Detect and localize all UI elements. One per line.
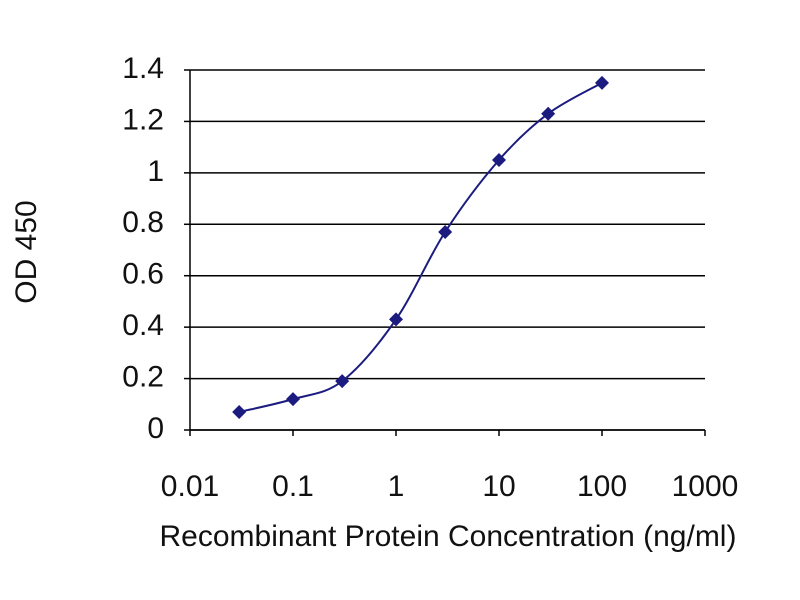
y-tick-label: 0 <box>147 412 164 445</box>
y-tick-label: 0.6 <box>122 258 164 291</box>
data-point <box>335 374 350 389</box>
x-tick-label: 1 <box>388 470 405 503</box>
x-axis-label: Recombinant Protein Concentration (ng/ml… <box>160 520 737 553</box>
data-point <box>595 75 609 90</box>
x-tick-label: 1000 <box>672 470 739 503</box>
y-axis-label: OD 450 <box>10 200 43 303</box>
data-point <box>438 225 453 239</box>
y-tick-label: 1.2 <box>122 103 164 136</box>
data-point <box>232 405 247 419</box>
series-line <box>238 81 603 413</box>
x-tick-label: 100 <box>577 470 627 503</box>
data-point <box>286 392 300 407</box>
x-tick-label: 10 <box>482 470 515 503</box>
y-tick-label: 1 <box>147 155 164 188</box>
x-tick-label: 0.1 <box>272 470 314 503</box>
y-tick-label: 0.2 <box>122 360 164 393</box>
data-point <box>541 106 556 121</box>
data-point <box>492 153 506 167</box>
y-tick-label: 0.8 <box>122 206 164 239</box>
y-tick-label: 1.4 <box>122 52 164 85</box>
x-tick-label: 0.01 <box>161 470 219 503</box>
y-tick-label: 0.4 <box>122 309 164 342</box>
data-point <box>389 312 403 327</box>
